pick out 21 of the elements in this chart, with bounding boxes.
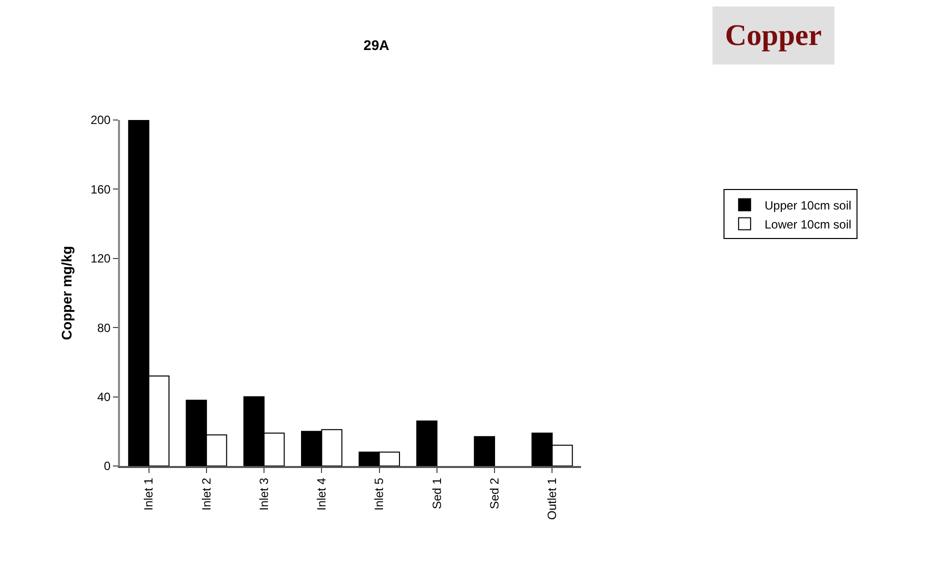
x-tick-label: Sed 2 <box>487 477 502 510</box>
x-tick-label: Inlet 1 <box>142 477 156 511</box>
x-tick-label: Outlet 1 <box>545 477 560 520</box>
x-tick-label: Inlet 2 <box>199 477 214 511</box>
x-tick-label: Inlet 5 <box>372 477 386 511</box>
x-tick-label: Inlet 4 <box>314 477 329 511</box>
y-tick-label: 120 <box>90 252 111 266</box>
x-tick-label: Sed 1 <box>430 477 444 510</box>
bar <box>416 420 438 466</box>
legend-label: Upper 10cm soil <box>764 198 852 212</box>
legend-label: Lower 10cm soil <box>764 217 852 232</box>
y-tick-label: 160 <box>90 182 111 196</box>
y-axis-title: Copper mg/kg <box>58 246 75 340</box>
y-tick-label: 200 <box>90 113 111 128</box>
y-tick-label: 0 <box>104 459 111 474</box>
chart-title: 29A <box>364 37 390 54</box>
x-tick-label: Inlet 3 <box>256 477 271 511</box>
y-tick-label: 40 <box>97 390 111 404</box>
text: Copper <box>725 19 822 52</box>
bar <box>474 436 496 466</box>
y-tick-label: 80 <box>97 320 111 335</box>
